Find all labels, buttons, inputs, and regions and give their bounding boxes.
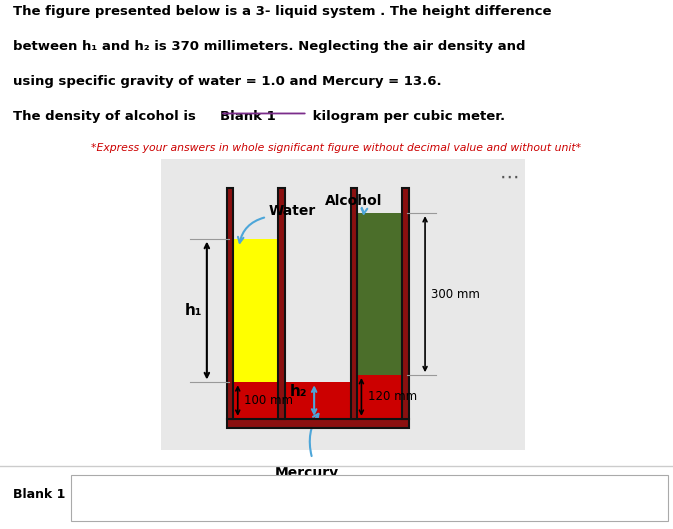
Text: Blank 1: Blank 1 [220,110,276,123]
Bar [279,188,285,419]
Text: Alcohol: Alcohol [325,194,382,207]
Text: using specific gravity of water = 1.0 and Mercury = 13.6.: using specific gravity of water = 1.0 an… [13,75,442,88]
Text: Add your answer: Add your answer [87,488,193,501]
Text: h₁: h₁ [184,303,202,318]
Text: Blank 1: Blank 1 [13,488,66,501]
Text: between h₁ and h₂ is 370 millimeters. Neglecting the air density and: between h₁ and h₂ is 370 millimeters. Ne… [13,40,526,53]
Bar [227,419,409,428]
Bar [357,213,402,375]
Bar [227,188,234,419]
Bar [402,188,409,419]
Text: 300 mm: 300 mm [431,288,479,300]
Text: kilogram per cubic meter.: kilogram per cubic meter. [308,110,505,123]
Text: Mercury: Mercury [275,466,339,480]
Bar [357,375,402,382]
Text: The density of alcohol is: The density of alcohol is [13,110,201,123]
Text: The figure presented below is a 3- liquid system . The height difference: The figure presented below is a 3- liqui… [13,5,552,18]
Text: *Express your answers in whole significant figure without decimal value and with: *Express your answers in whole significa… [92,143,581,153]
Text: 100 mm: 100 mm [244,394,293,407]
Text: ⋯: ⋯ [500,168,520,187]
Bar [234,382,402,419]
Bar [234,239,279,382]
Text: h₂: h₂ [290,384,308,399]
Bar [351,188,357,419]
FancyBboxPatch shape [71,476,668,522]
Text: 120 mm: 120 mm [368,390,417,404]
Text: Water: Water [269,204,316,218]
